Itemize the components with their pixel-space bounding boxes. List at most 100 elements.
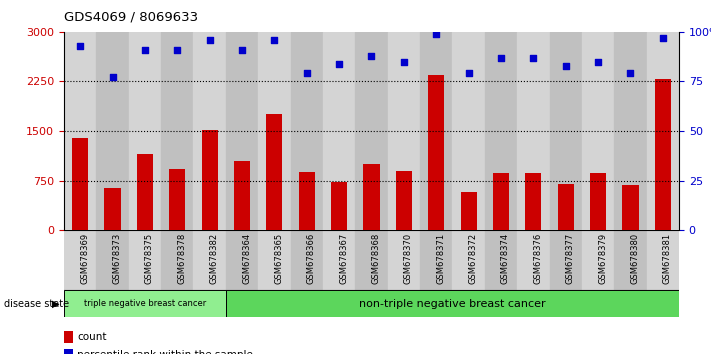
Bar — [299, 172, 315, 230]
Point — [139, 47, 151, 52]
Point — [398, 59, 410, 64]
Bar — [291, 230, 323, 290]
Point — [528, 55, 539, 61]
Bar — [461, 192, 476, 230]
Text: GSM678378: GSM678378 — [177, 233, 186, 284]
Bar — [582, 32, 614, 230]
Bar — [129, 230, 161, 290]
Bar — [525, 173, 542, 230]
Bar — [356, 230, 387, 290]
Bar — [137, 154, 153, 230]
Bar — [161, 32, 193, 230]
Bar — [64, 349, 73, 354]
Bar — [64, 331, 73, 343]
Bar — [226, 290, 679, 317]
Text: count: count — [77, 332, 107, 342]
Text: GSM678365: GSM678365 — [274, 233, 284, 284]
Bar — [646, 230, 679, 290]
Bar — [590, 173, 606, 230]
Bar — [234, 161, 250, 230]
Text: percentile rank within the sample: percentile rank within the sample — [77, 350, 253, 354]
Bar — [452, 230, 485, 290]
Bar — [201, 130, 218, 230]
Point — [463, 71, 474, 76]
Bar — [97, 32, 129, 230]
Text: GSM678369: GSM678369 — [80, 233, 89, 284]
Point — [657, 35, 668, 41]
Bar — [363, 164, 380, 230]
Text: GSM678370: GSM678370 — [404, 233, 413, 284]
Text: GSM678377: GSM678377 — [566, 233, 574, 284]
Point — [365, 53, 377, 58]
Bar — [169, 169, 186, 230]
Bar — [452, 32, 485, 230]
Text: GSM678367: GSM678367 — [339, 233, 348, 284]
Bar — [428, 75, 444, 230]
Bar — [267, 114, 282, 230]
Bar — [72, 138, 88, 230]
Bar — [517, 230, 550, 290]
Bar — [161, 230, 193, 290]
Bar — [420, 230, 452, 290]
Bar — [387, 230, 420, 290]
Bar — [557, 184, 574, 230]
Text: GSM678375: GSM678375 — [145, 233, 154, 284]
Bar — [226, 32, 258, 230]
Bar — [64, 32, 97, 230]
Bar — [193, 32, 226, 230]
Bar — [485, 230, 517, 290]
Bar — [64, 230, 97, 290]
Bar — [614, 230, 646, 290]
Bar — [323, 32, 356, 230]
Point — [431, 31, 442, 37]
Bar — [550, 230, 582, 290]
Bar — [582, 230, 614, 290]
Text: GSM678364: GSM678364 — [242, 233, 251, 284]
Text: GSM678372: GSM678372 — [469, 233, 478, 284]
Bar — [517, 32, 550, 230]
Bar — [226, 230, 258, 290]
Bar — [97, 230, 129, 290]
Bar — [105, 188, 121, 230]
Bar — [356, 32, 387, 230]
Bar — [193, 230, 226, 290]
Bar — [396, 171, 412, 230]
Text: GSM678376: GSM678376 — [533, 233, 542, 284]
Text: triple negative breast cancer: triple negative breast cancer — [84, 299, 206, 308]
Bar — [655, 79, 671, 230]
Text: GSM678374: GSM678374 — [501, 233, 510, 284]
Bar — [646, 32, 679, 230]
Point — [301, 71, 312, 76]
Point — [560, 63, 572, 68]
Text: GDS4069 / 8069633: GDS4069 / 8069633 — [64, 11, 198, 24]
Text: GSM678366: GSM678366 — [306, 233, 316, 284]
Point — [333, 61, 345, 67]
Text: GSM678382: GSM678382 — [210, 233, 219, 284]
Text: GSM678379: GSM678379 — [598, 233, 607, 284]
Point — [269, 37, 280, 42]
Bar — [493, 173, 509, 230]
Text: GSM678371: GSM678371 — [437, 233, 445, 284]
Point — [75, 43, 86, 48]
Text: GSM678381: GSM678381 — [663, 233, 672, 284]
Bar — [622, 185, 638, 230]
Bar — [614, 32, 646, 230]
Point — [204, 37, 215, 42]
Bar — [331, 182, 347, 230]
Point — [236, 47, 247, 52]
Bar — [258, 32, 291, 230]
Point — [107, 75, 118, 80]
Point — [171, 47, 183, 52]
Point — [496, 55, 507, 61]
Text: GSM678368: GSM678368 — [371, 233, 380, 284]
Bar — [387, 32, 420, 230]
Text: GSM678373: GSM678373 — [112, 233, 122, 284]
Text: non-triple negative breast cancer: non-triple negative breast cancer — [359, 298, 546, 309]
Bar — [291, 32, 323, 230]
Bar — [323, 230, 356, 290]
Bar — [258, 230, 291, 290]
Bar — [64, 290, 226, 317]
Bar — [129, 32, 161, 230]
Bar — [420, 32, 452, 230]
Text: ▶: ▶ — [52, 298, 60, 309]
